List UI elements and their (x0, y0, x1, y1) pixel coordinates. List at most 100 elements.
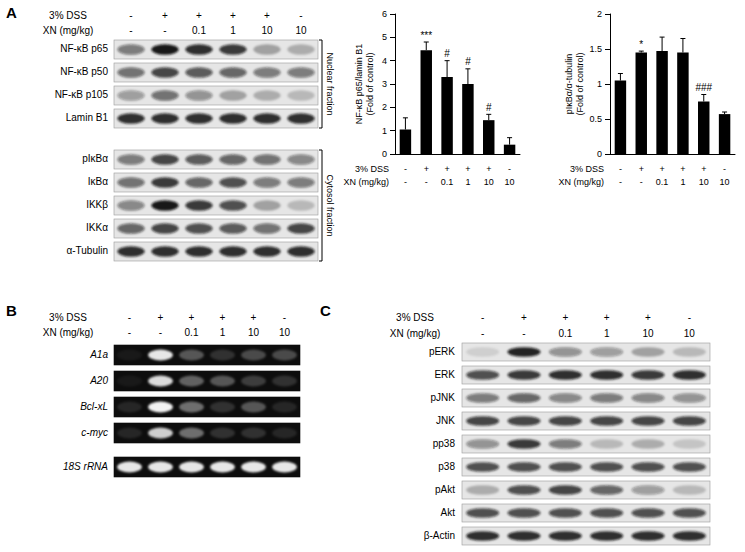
svg-text:IKKβ: IKKβ (86, 199, 108, 210)
svg-text:NF-κB p50: NF-κB p50 (60, 66, 108, 77)
svg-text:10: 10 (261, 25, 273, 36)
svg-text:10: 10 (279, 327, 291, 338)
svg-text:α-Tubulin: α-Tubulin (66, 245, 108, 256)
svg-text:0: 0 (382, 149, 387, 159)
svg-text:Nuclear fraction: Nuclear fraction (325, 52, 335, 115)
svg-text:-: - (129, 10, 132, 21)
svg-text:Akt: Akt (441, 507, 456, 518)
svg-text:+: + (162, 10, 168, 21)
svg-text:1: 1 (230, 25, 236, 36)
svg-text:+: + (604, 312, 610, 323)
svg-text:0.1: 0.1 (441, 177, 454, 187)
svg-text:3% DSS: 3% DSS (396, 312, 434, 323)
svg-text:-: - (128, 327, 131, 338)
svg-text:pp38: pp38 (433, 438, 456, 449)
svg-text:Bcl-xL: Bcl-xL (80, 401, 108, 412)
svg-text:+: + (158, 312, 164, 323)
svg-text:2: 2 (597, 9, 602, 19)
svg-text:0.1: 0.1 (192, 25, 206, 36)
svg-text:NF-κB p65/lamin B1: NF-κB p65/lamin B1 (354, 44, 364, 125)
svg-text:-: - (299, 10, 302, 21)
svg-text:-: - (723, 164, 726, 174)
svg-text:18S rRNA: 18S rRNA (63, 461, 108, 472)
svg-text:pIκBα/α-tubulin: pIκBα/α-tubulin (564, 54, 574, 114)
svg-text:-: - (404, 164, 407, 174)
svg-text:6: 6 (382, 9, 387, 19)
svg-text:+: + (264, 10, 270, 21)
svg-text:-: - (404, 177, 407, 187)
svg-text:-: - (425, 177, 428, 187)
svg-text:#: # (444, 48, 450, 59)
svg-text:+: + (465, 164, 470, 174)
svg-text:-: - (688, 312, 691, 323)
svg-text:0.1: 0.1 (558, 328, 572, 339)
svg-text:+: + (196, 10, 202, 21)
svg-text:10: 10 (720, 177, 730, 187)
svg-text:-: - (619, 177, 622, 187)
svg-text:***: *** (420, 30, 432, 41)
svg-text:-: - (481, 328, 484, 339)
svg-text:-: - (640, 177, 643, 187)
svg-text:3% DSS: 3% DSS (355, 164, 389, 174)
svg-text:pIκBα: pIκBα (82, 153, 108, 164)
svg-text:c-myc: c-myc (81, 427, 108, 438)
svg-text:+: + (562, 312, 568, 323)
svg-text:-: - (129, 25, 132, 36)
svg-text:A1a: A1a (89, 349, 108, 360)
svg-text:10: 10 (684, 328, 696, 339)
svg-text:NF-κB p105: NF-κB p105 (55, 89, 109, 100)
svg-text:p38: p38 (438, 461, 455, 472)
svg-text:1: 1 (382, 126, 387, 136)
svg-text:IκBα: IκBα (88, 176, 108, 187)
svg-text:A20: A20 (89, 375, 108, 386)
svg-text:#: # (486, 102, 492, 113)
svg-text:###: ### (695, 82, 712, 93)
svg-text:0: 0 (597, 149, 602, 159)
svg-text:10: 10 (484, 177, 494, 187)
svg-text:10: 10 (699, 177, 709, 187)
svg-text:(Fold of control): (Fold of control) (575, 52, 585, 115)
svg-text:C: C (320, 302, 331, 319)
svg-text:-: - (619, 164, 622, 174)
svg-text:3% DSS: 3% DSS (570, 164, 604, 174)
svg-text:1: 1 (604, 328, 610, 339)
svg-text:0.5: 0.5 (589, 114, 602, 124)
svg-text:+: + (220, 312, 226, 323)
svg-text:B: B (6, 302, 17, 319)
svg-text:1: 1 (680, 177, 685, 187)
svg-text:10: 10 (248, 327, 260, 338)
svg-text:-: - (283, 312, 286, 323)
svg-text:+: + (639, 164, 644, 174)
svg-text:10: 10 (642, 328, 654, 339)
svg-text:XN (mg/kg): XN (mg/kg) (558, 177, 604, 187)
svg-text:A: A (6, 4, 17, 21)
svg-text:-: - (163, 25, 166, 36)
svg-text:pJNK: pJNK (431, 392, 456, 403)
svg-text:+: + (521, 312, 527, 323)
svg-text:+: + (486, 164, 491, 174)
svg-text:Cytosol fraction: Cytosol fraction (325, 174, 335, 236)
svg-text:1.5: 1.5 (589, 44, 602, 54)
svg-text:+: + (645, 312, 651, 323)
svg-text:+: + (230, 10, 236, 21)
svg-text:IKKα: IKKα (86, 222, 108, 233)
svg-text:+: + (189, 312, 195, 323)
svg-text:Lamin B1: Lamin B1 (66, 112, 109, 123)
svg-text:0.1: 0.1 (656, 177, 669, 187)
svg-text:5: 5 (382, 32, 387, 42)
svg-text:3% DSS: 3% DSS (49, 312, 87, 323)
svg-text:XN (mg/kg): XN (mg/kg) (43, 327, 94, 338)
svg-text:ERK: ERK (434, 369, 455, 380)
svg-text:4: 4 (382, 56, 387, 66)
svg-text:pERK: pERK (429, 346, 455, 357)
svg-text:XN (mg/kg): XN (mg/kg) (343, 177, 389, 187)
svg-text:-: - (159, 327, 162, 338)
svg-text:-: - (522, 328, 525, 339)
svg-text:+: + (444, 164, 449, 174)
svg-text:+: + (251, 312, 257, 323)
svg-text:0.1: 0.1 (185, 327, 199, 338)
svg-text:JNK: JNK (436, 415, 455, 426)
svg-text:pAkt: pAkt (435, 484, 455, 495)
svg-text:+: + (424, 164, 429, 174)
svg-text:-: - (128, 312, 131, 323)
